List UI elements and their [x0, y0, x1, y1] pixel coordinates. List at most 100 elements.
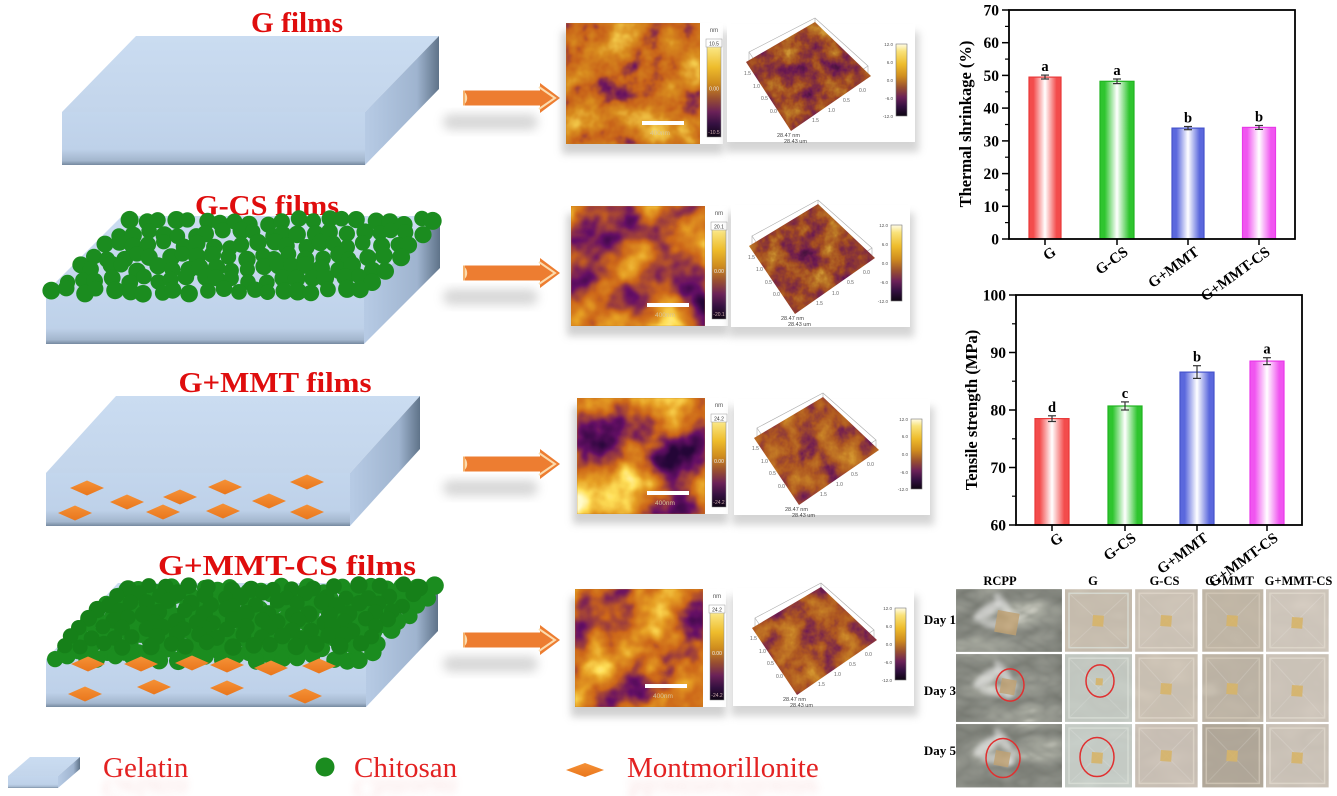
- svg-text:6.0: 6.0: [902, 434, 909, 439]
- svg-text:0: 0: [991, 232, 999, 249]
- svg-text:400nm: 400nm: [650, 130, 670, 137]
- svg-text:-20.1: -20.1: [713, 312, 725, 318]
- svg-text:400nm: 400nm: [655, 500, 675, 507]
- svg-text:-12.0: -12.0: [878, 299, 889, 304]
- svg-text:c: c: [1122, 386, 1129, 402]
- svg-text:28.43 um: 28.43 um: [790, 703, 813, 709]
- svg-text:0.5: 0.5: [765, 280, 772, 286]
- svg-text:b: b: [1184, 111, 1192, 127]
- svg-text:0.0: 0.0: [863, 270, 870, 276]
- svg-text:100: 100: [983, 288, 1007, 305]
- svg-text:Gelatin: Gelatin: [103, 772, 189, 796]
- svg-text:1.5: 1.5: [816, 301, 823, 307]
- svg-text:24.2: 24.2: [714, 417, 724, 423]
- svg-text:0.5: 0.5: [767, 661, 774, 667]
- svg-text:-24.2: -24.2: [711, 693, 723, 699]
- svg-text:b: b: [1193, 350, 1201, 366]
- svg-text:0.0: 0.0: [778, 484, 785, 490]
- svg-text:6.0: 6.0: [887, 60, 894, 65]
- svg-text:0.0: 0.0: [882, 261, 889, 266]
- svg-text:1.5: 1.5: [744, 71, 751, 77]
- svg-text:Chitosan: Chitosan: [354, 772, 458, 796]
- svg-text:0.00: 0.00: [714, 269, 724, 275]
- svg-text:-6.0: -6.0: [880, 280, 888, 285]
- svg-text:0.5: 0.5: [849, 662, 856, 668]
- svg-text:0.5: 0.5: [769, 471, 776, 477]
- svg-text:28.47 nm: 28.47 nm: [783, 697, 806, 703]
- svg-text:G: G: [1088, 574, 1098, 588]
- svg-text:0.5: 0.5: [761, 96, 768, 102]
- svg-text:1.0: 1.0: [828, 108, 835, 114]
- svg-text:-6.0: -6.0: [900, 470, 908, 475]
- svg-text:6.0: 6.0: [882, 242, 889, 247]
- svg-text:1.0: 1.0: [836, 482, 843, 488]
- svg-text:0.00: 0.00: [712, 651, 722, 657]
- svg-text:a: a: [1041, 59, 1049, 75]
- svg-text:12.0: 12.0: [883, 606, 892, 611]
- svg-text:12.0: 12.0: [879, 223, 888, 228]
- svg-text:Day 3: Day 3: [924, 683, 957, 698]
- svg-text:30: 30: [984, 133, 1000, 150]
- svg-text:0.00: 0.00: [714, 459, 724, 465]
- svg-text:G+MMT films: G+MMT films: [179, 367, 372, 399]
- svg-text:1.0: 1.0: [753, 84, 760, 90]
- svg-text:1.0: 1.0: [759, 649, 766, 655]
- svg-text:1.5: 1.5: [818, 682, 825, 688]
- svg-text:Montmorillonite: Montmorillonite: [627, 772, 819, 796]
- svg-text:0.0: 0.0: [770, 109, 777, 115]
- svg-text:28.47 nm: 28.47 nm: [781, 316, 804, 322]
- svg-text:a: a: [1113, 63, 1121, 79]
- svg-text:G+MMT-CS films: G+MMT-CS films: [158, 550, 416, 582]
- svg-text:0.0: 0.0: [776, 674, 783, 680]
- svg-text:-6.0: -6.0: [885, 96, 893, 101]
- svg-text:G films: G films: [251, 7, 343, 39]
- svg-text:0.0: 0.0: [773, 292, 780, 298]
- svg-text:0.5: 0.5: [843, 98, 850, 104]
- svg-text:Chitosan: Chitosan: [354, 752, 458, 784]
- svg-text:0.5: 0.5: [851, 472, 858, 478]
- svg-text:0.5: 0.5: [847, 280, 854, 286]
- svg-text:0.0: 0.0: [867, 462, 874, 468]
- svg-text:60: 60: [991, 518, 1007, 535]
- svg-text:Day 5: Day 5: [924, 743, 957, 758]
- svg-text:1.0: 1.0: [756, 267, 763, 273]
- svg-text:d: d: [1048, 400, 1056, 416]
- svg-text:80: 80: [991, 403, 1007, 420]
- svg-text:20: 20: [984, 166, 1000, 183]
- svg-text:nm: nm: [715, 211, 723, 217]
- svg-text:Thermal shrinkage (%): Thermal shrinkage (%): [956, 41, 975, 208]
- svg-text:60: 60: [984, 35, 1000, 52]
- svg-text:12.0: 12.0: [899, 417, 908, 422]
- svg-text:20.1: 20.1: [714, 225, 724, 231]
- svg-text:28.47 nm: 28.47 nm: [777, 133, 800, 139]
- svg-text:a: a: [1263, 342, 1271, 358]
- svg-text:70: 70: [984, 3, 1000, 20]
- svg-text:0.0: 0.0: [887, 78, 894, 83]
- svg-text:nm: nm: [710, 28, 718, 34]
- svg-text:1.0: 1.0: [834, 672, 841, 678]
- svg-text:-10.5: -10.5: [708, 130, 720, 136]
- svg-text:1.0: 1.0: [832, 291, 839, 297]
- svg-text:1.5: 1.5: [752, 446, 759, 452]
- svg-text:28.43 um: 28.43 um: [792, 513, 815, 519]
- svg-text:400nm: 400nm: [655, 312, 675, 319]
- svg-text:-24.2: -24.2: [713, 500, 725, 506]
- svg-text:-12.0: -12.0: [882, 678, 893, 683]
- svg-text:-12.0: -12.0: [898, 487, 909, 492]
- svg-text:0.00: 0.00: [709, 87, 719, 93]
- svg-text:400nm: 400nm: [653, 693, 673, 700]
- svg-text:Gelatin: Gelatin: [103, 752, 189, 784]
- svg-text:G+MMT: G+MMT: [1205, 574, 1254, 588]
- svg-text:0.0: 0.0: [859, 88, 866, 94]
- svg-text:1.0: 1.0: [761, 459, 768, 465]
- svg-text:28.47 nm: 28.47 nm: [785, 507, 808, 513]
- svg-text:6.0: 6.0: [886, 624, 893, 629]
- svg-text:1.5: 1.5: [820, 492, 827, 498]
- svg-text:RCPP: RCPP: [983, 574, 1017, 588]
- svg-text:0.0: 0.0: [865, 652, 872, 658]
- svg-text:Day 1: Day 1: [924, 612, 956, 627]
- svg-text:10.5: 10.5: [709, 42, 719, 48]
- svg-text:40: 40: [984, 101, 1000, 118]
- svg-text:Tensile strength (MPa): Tensile strength (MPa): [962, 330, 981, 490]
- svg-text:G+MMT-CS: G+MMT-CS: [1265, 574, 1333, 588]
